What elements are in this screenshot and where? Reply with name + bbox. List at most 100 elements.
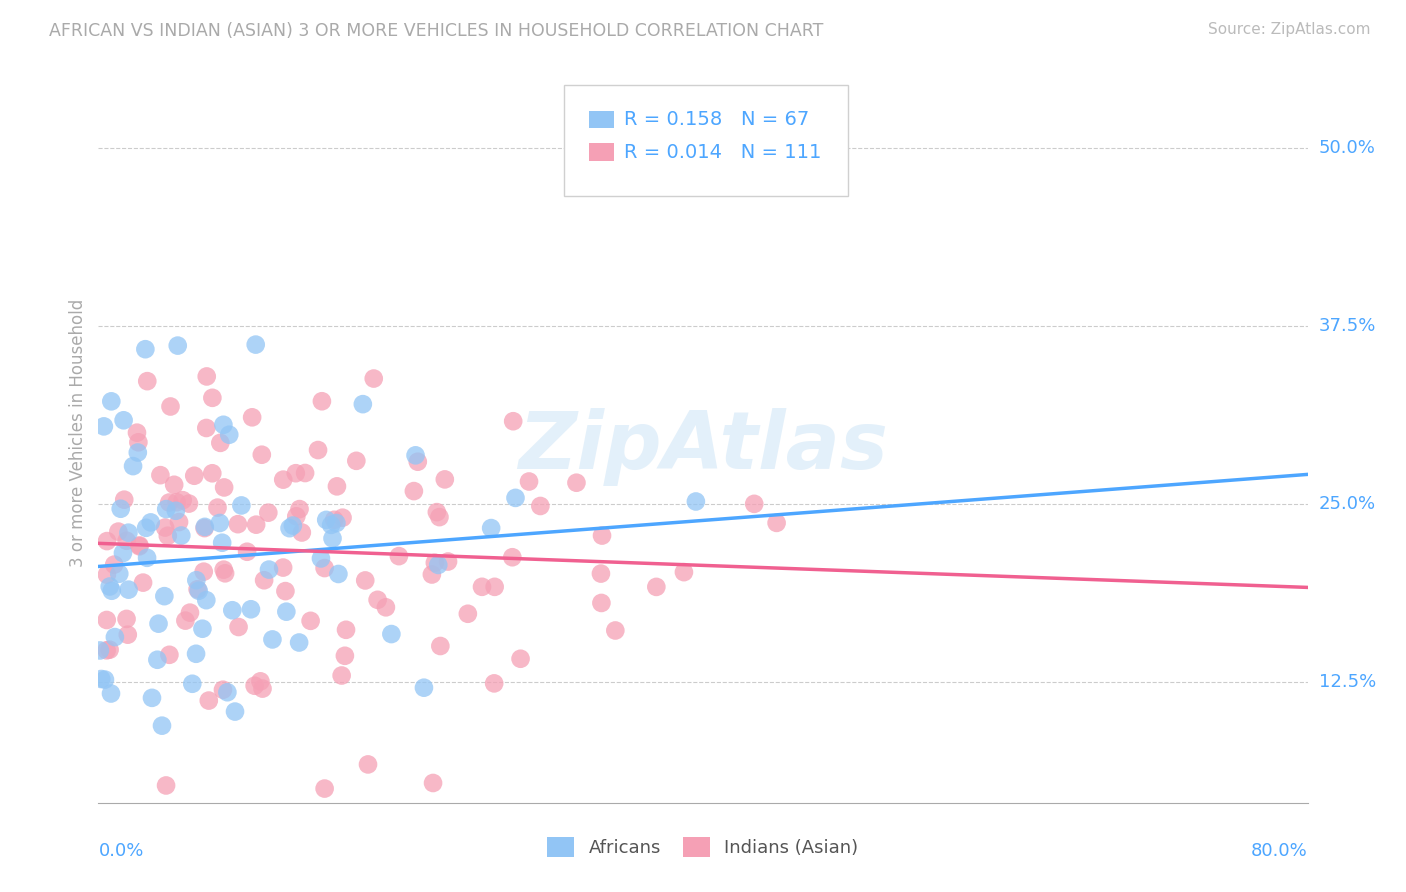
Point — [315, 513, 337, 527]
Point — [197, 693, 219, 707]
Point — [157, 648, 180, 662]
Point — [332, 510, 354, 524]
Point — [93, 419, 115, 434]
Point — [330, 668, 353, 682]
Point — [352, 397, 374, 411]
Text: 37.5%: 37.5% — [1319, 317, 1376, 334]
Point — [284, 467, 307, 481]
FancyBboxPatch shape — [589, 111, 614, 128]
Point — [183, 468, 205, 483]
Text: ZipAtlas: ZipAtlas — [517, 409, 889, 486]
Point — [605, 624, 627, 638]
Point — [186, 573, 208, 587]
Point — [309, 551, 332, 566]
Point — [191, 622, 214, 636]
Point — [156, 529, 179, 543]
Point — [100, 583, 122, 598]
Point — [363, 371, 385, 385]
Point — [172, 493, 194, 508]
Point — [127, 445, 149, 459]
Point — [127, 435, 149, 450]
Text: 80.0%: 80.0% — [1251, 842, 1308, 860]
Point — [100, 394, 122, 409]
Point — [149, 468, 172, 483]
Point — [437, 555, 460, 569]
Point — [765, 516, 787, 530]
Point — [134, 342, 156, 356]
Point — [100, 686, 122, 700]
Point — [517, 475, 540, 489]
Point — [325, 516, 347, 530]
Point — [243, 679, 266, 693]
Point — [281, 518, 304, 533]
Point — [117, 582, 139, 597]
Point — [141, 690, 163, 705]
Point — [357, 757, 380, 772]
Point — [591, 528, 613, 542]
Point — [228, 620, 250, 634]
Text: R = 0.014   N = 111: R = 0.014 N = 111 — [624, 143, 821, 161]
Point — [150, 719, 173, 733]
Point — [294, 466, 316, 480]
Point — [193, 521, 215, 535]
Point — [413, 681, 436, 695]
Point — [187, 583, 209, 598]
Point — [335, 623, 357, 637]
Point — [193, 565, 215, 579]
FancyBboxPatch shape — [564, 85, 848, 195]
Point — [742, 497, 765, 511]
Point — [155, 502, 177, 516]
Point — [226, 517, 249, 532]
Point — [163, 477, 186, 491]
Text: Source: ZipAtlas.com: Source: ZipAtlas.com — [1208, 22, 1371, 37]
Point — [505, 491, 527, 505]
Point — [224, 705, 246, 719]
Point — [344, 454, 367, 468]
Point — [257, 563, 280, 577]
Point — [217, 685, 239, 699]
Point — [107, 524, 129, 539]
Point — [271, 473, 294, 487]
Point — [406, 455, 429, 469]
Point — [427, 558, 450, 572]
Point — [479, 521, 502, 535]
Point — [589, 566, 612, 581]
Point — [179, 606, 201, 620]
Point — [374, 600, 396, 615]
Point — [239, 602, 262, 616]
Point — [422, 776, 444, 790]
Point — [165, 504, 187, 518]
Point — [166, 338, 188, 352]
Point — [326, 479, 349, 493]
Point — [209, 435, 232, 450]
Point — [291, 525, 314, 540]
Point — [457, 607, 479, 621]
Point — [195, 421, 218, 435]
Point — [96, 643, 118, 657]
Point — [214, 566, 236, 581]
Point — [236, 545, 259, 559]
Point — [433, 472, 456, 486]
Point — [115, 533, 138, 548]
Point — [207, 500, 229, 515]
Y-axis label: 3 or more Vehicles in Household: 3 or more Vehicles in Household — [69, 299, 87, 566]
Point — [128, 539, 150, 553]
Point — [471, 580, 494, 594]
Point — [252, 681, 274, 696]
Point — [482, 676, 505, 690]
Point — [405, 448, 427, 462]
Point — [117, 628, 139, 642]
Point — [484, 580, 506, 594]
Point — [148, 616, 170, 631]
Point — [112, 413, 135, 427]
Point — [257, 506, 280, 520]
Point — [212, 682, 235, 697]
Point — [136, 374, 159, 388]
Text: 0.0%: 0.0% — [98, 842, 143, 860]
Point — [333, 648, 356, 663]
Point — [201, 467, 224, 481]
Point — [685, 494, 707, 508]
Text: 25.0%: 25.0% — [1319, 495, 1376, 513]
Point — [96, 613, 118, 627]
Point — [423, 556, 446, 570]
